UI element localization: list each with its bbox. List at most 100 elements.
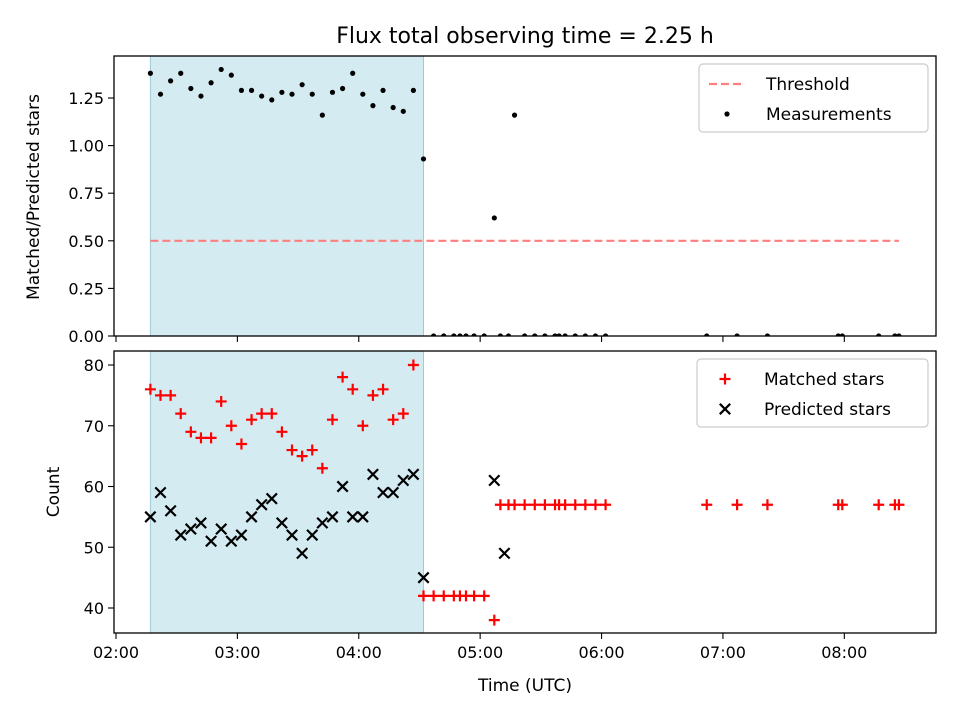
chart-panels: 0.00 0.25 0.50 0.75 1.00 1.25 Threshold Measure… bbox=[68, 55, 937, 662]
data-point bbox=[731, 499, 743, 511]
data-point bbox=[276, 426, 288, 438]
y-tick-label: 1.25 bbox=[68, 89, 104, 108]
y-tick-label: 50 bbox=[84, 538, 104, 557]
data-point bbox=[511, 112, 518, 118]
data-point bbox=[205, 432, 217, 444]
data-point bbox=[228, 72, 234, 78]
data-point bbox=[370, 103, 376, 109]
data-point bbox=[238, 87, 245, 93]
data-layer bbox=[144, 359, 905, 626]
observing-window-shade bbox=[149, 350, 425, 634]
data-point bbox=[316, 462, 328, 474]
observing-window-shade bbox=[149, 55, 425, 337]
data-point bbox=[275, 516, 288, 529]
data-point bbox=[488, 614, 500, 626]
data-point bbox=[407, 468, 420, 481]
data-point bbox=[559, 499, 571, 511]
data-point bbox=[306, 444, 318, 456]
data-point bbox=[269, 97, 275, 103]
x-tick-label: 05:00 bbox=[457, 643, 503, 662]
data-point bbox=[286, 444, 298, 456]
data-point bbox=[387, 486, 400, 499]
data-point bbox=[175, 408, 187, 420]
data-point bbox=[390, 104, 396, 111]
data-point bbox=[208, 80, 214, 86]
legend: Matched stars Predicted stars bbox=[696, 358, 929, 428]
data-point bbox=[539, 499, 551, 511]
y-tick-label: 0.50 bbox=[68, 232, 104, 251]
data-point bbox=[428, 590, 440, 602]
data-point bbox=[468, 590, 480, 602]
legend-box bbox=[696, 358, 929, 428]
x-tick-label: 02:00 bbox=[93, 643, 139, 662]
data-point bbox=[438, 590, 450, 602]
data-point bbox=[299, 82, 305, 88]
data-point bbox=[579, 499, 591, 511]
x-tick-label: 04:00 bbox=[336, 643, 382, 662]
data-point bbox=[488, 474, 501, 487]
data-point bbox=[198, 93, 204, 99]
data-point bbox=[235, 438, 247, 450]
data-point bbox=[701, 499, 713, 511]
legend: Threshold Measurements bbox=[698, 63, 929, 133]
data-point bbox=[600, 499, 612, 511]
legend-marker bbox=[719, 373, 731, 385]
data-point bbox=[319, 112, 325, 118]
data-point bbox=[407, 359, 419, 371]
data-point bbox=[339, 85, 346, 92]
data-point bbox=[873, 499, 885, 511]
data-point bbox=[519, 499, 531, 511]
data-point bbox=[417, 571, 430, 584]
data-point bbox=[491, 215, 497, 221]
data-point bbox=[380, 87, 386, 93]
data-point bbox=[246, 414, 258, 426]
data-point bbox=[195, 432, 207, 444]
data-point bbox=[154, 486, 167, 499]
data-point bbox=[296, 547, 309, 560]
data-point bbox=[235, 529, 248, 542]
data-point bbox=[215, 395, 227, 407]
x-tick-label: 03:00 bbox=[214, 643, 260, 662]
data-point bbox=[174, 529, 187, 542]
data-point bbox=[225, 535, 238, 548]
y-tick-label: 0.75 bbox=[68, 184, 104, 203]
legend-box bbox=[698, 63, 929, 133]
data-point bbox=[387, 414, 399, 426]
data-point bbox=[316, 516, 329, 529]
data-point bbox=[165, 389, 177, 401]
data-point bbox=[248, 87, 255, 93]
y-tick-label: 70 bbox=[84, 417, 104, 436]
data-point bbox=[357, 420, 369, 432]
data-point bbox=[286, 529, 298, 542]
data-point bbox=[360, 91, 366, 97]
data-point bbox=[279, 89, 285, 95]
data-point bbox=[266, 408, 278, 420]
data-point bbox=[194, 516, 207, 529]
data-point bbox=[178, 70, 184, 76]
data-point bbox=[326, 510, 339, 523]
data-point bbox=[255, 498, 268, 511]
data-point bbox=[225, 420, 237, 432]
data-point bbox=[157, 91, 164, 97]
data-point bbox=[245, 510, 258, 523]
data-point bbox=[529, 499, 541, 511]
data-point bbox=[418, 590, 430, 602]
data-point bbox=[367, 389, 379, 401]
data-point bbox=[377, 486, 390, 499]
axes-frame bbox=[113, 55, 937, 337]
data-point bbox=[259, 93, 265, 99]
data-point bbox=[569, 499, 581, 511]
data-point bbox=[215, 523, 228, 536]
data-point bbox=[893, 499, 905, 511]
x-tick-label: 06:00 bbox=[578, 643, 624, 662]
bottom-y-axis-label: Count bbox=[44, 466, 64, 517]
data-point bbox=[256, 408, 268, 420]
data-point bbox=[155, 389, 167, 401]
y-tick-label: 80 bbox=[84, 356, 104, 375]
data-point bbox=[185, 426, 197, 438]
data-point bbox=[346, 510, 359, 523]
data-point bbox=[589, 499, 601, 511]
y-tick-label: 60 bbox=[84, 478, 104, 497]
data-point bbox=[366, 468, 379, 481]
